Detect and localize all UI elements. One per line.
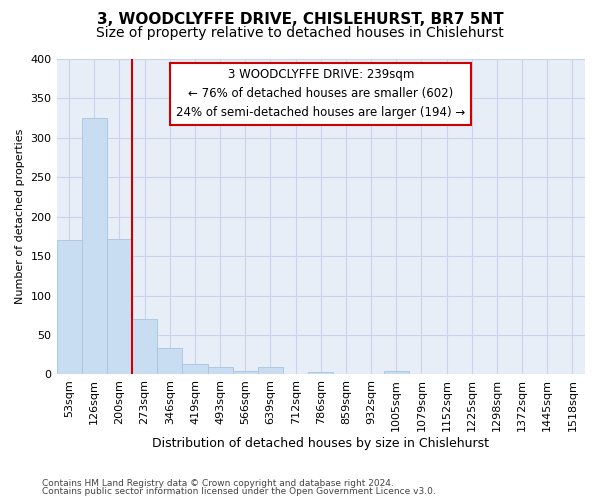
Bar	[82, 118, 107, 374]
Bar	[208, 366, 233, 374]
Bar	[132, 320, 157, 374]
Bar	[182, 364, 208, 374]
Bar	[107, 239, 132, 374]
X-axis label: Distribution of detached houses by size in Chislehurst: Distribution of detached houses by size …	[152, 437, 489, 450]
Y-axis label: Number of detached properties: Number of detached properties	[15, 129, 25, 304]
Bar	[56, 240, 82, 374]
Text: Size of property relative to detached houses in Chislehurst: Size of property relative to detached ho…	[96, 26, 504, 40]
Bar	[308, 372, 334, 374]
Text: 3, WOODCLYFFE DRIVE, CHISLEHURST, BR7 5NT: 3, WOODCLYFFE DRIVE, CHISLEHURST, BR7 5N…	[97, 12, 503, 28]
Bar	[383, 372, 409, 374]
Bar	[157, 348, 182, 374]
Text: Contains HM Land Registry data © Crown copyright and database right 2024.: Contains HM Land Registry data © Crown c…	[42, 478, 394, 488]
Text: 3 WOODCLYFFE DRIVE: 239sqm
← 76% of detached houses are smaller (602)
24% of sem: 3 WOODCLYFFE DRIVE: 239sqm ← 76% of deta…	[176, 68, 466, 120]
Bar	[258, 368, 283, 374]
Bar	[233, 372, 258, 374]
Text: Contains public sector information licensed under the Open Government Licence v3: Contains public sector information licen…	[42, 487, 436, 496]
